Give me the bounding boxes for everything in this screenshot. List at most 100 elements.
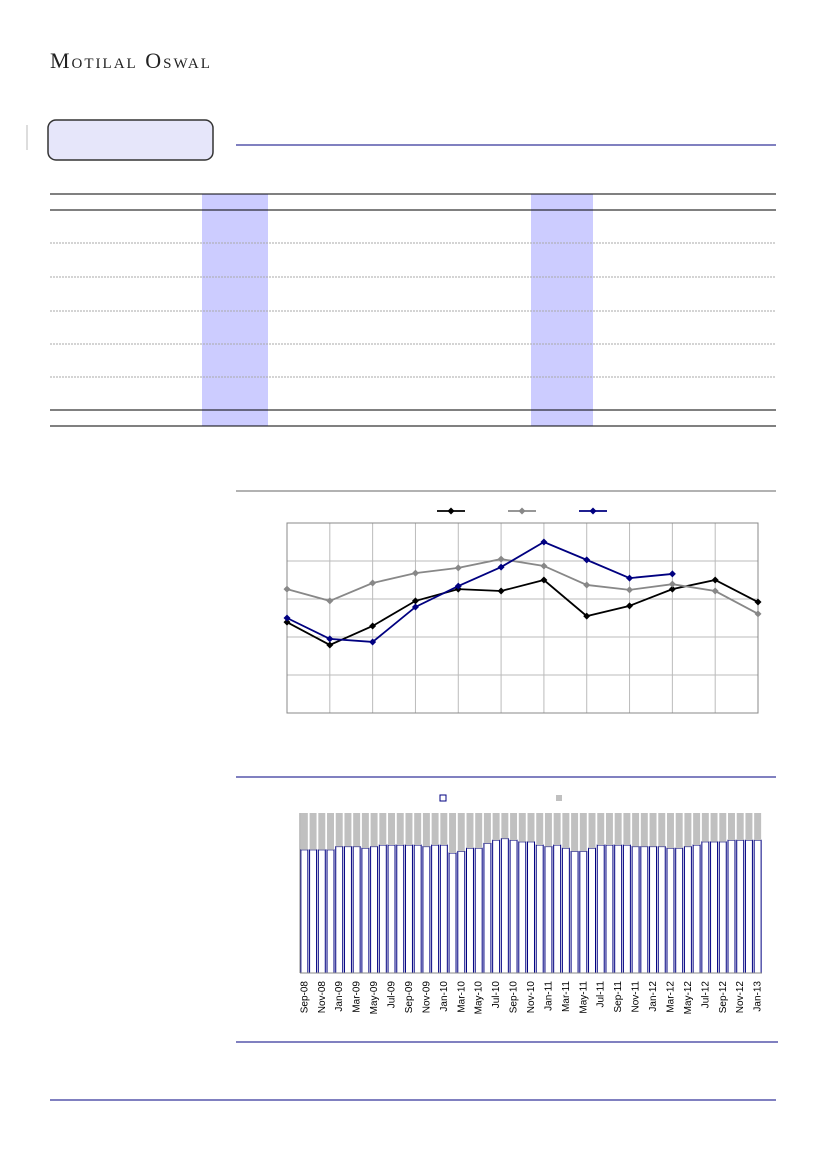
bar-segment — [353, 813, 361, 847]
bar-segment — [457, 850, 466, 974]
x-tick-label: May-09 — [369, 981, 380, 1015]
bar-segment — [544, 846, 553, 974]
bar-segment — [501, 813, 509, 839]
bar-segment — [692, 844, 701, 974]
point — [583, 581, 591, 589]
bar-segment — [510, 813, 518, 841]
bar-segment — [614, 813, 622, 845]
bar-segment — [483, 842, 492, 974]
bar-segment — [632, 813, 640, 847]
x-tick-label: Mar-10 — [456, 981, 467, 1013]
x-tick-label: Sep-10 — [509, 981, 520, 1014]
x-tick-label: Nov-11 — [631, 981, 642, 1013]
bar-segment — [675, 847, 684, 974]
bar-segment — [745, 813, 753, 841]
point — [583, 612, 591, 620]
x-tick-label: Jul-10 — [491, 981, 502, 1009]
point — [454, 582, 462, 590]
bar-segment — [754, 813, 762, 841]
x-tick-label: May-11 — [578, 981, 589, 1014]
bar-segment — [562, 813, 570, 849]
bar-segment — [535, 844, 544, 974]
bar-segment — [658, 813, 666, 847]
bar-segment — [449, 813, 457, 853]
bar-segment — [614, 844, 623, 974]
bar-segment — [536, 813, 544, 845]
bar-segment — [378, 844, 387, 974]
point — [411, 569, 419, 577]
bar-segment — [588, 813, 596, 849]
series-line — [286, 579, 759, 646]
bar-segment — [728, 813, 735, 841]
bar-segment — [439, 844, 448, 974]
bar-segment — [448, 852, 457, 974]
bar-segment — [527, 841, 535, 974]
bar-segment — [570, 850, 579, 974]
legend-marker — [556, 795, 562, 801]
bar-segment — [465, 847, 474, 974]
bar-segment — [500, 838, 509, 974]
bar-segment — [701, 813, 709, 842]
bar-segment — [605, 813, 613, 845]
point — [668, 570, 676, 578]
bar-segment — [518, 841, 527, 974]
point — [540, 562, 548, 570]
bar-segment — [335, 813, 343, 847]
bar-segment — [309, 849, 318, 974]
bar-segment — [414, 813, 422, 845]
bar-segment — [605, 844, 614, 974]
bar-segment — [370, 846, 379, 974]
x-tick-label: Jan-11 — [543, 981, 554, 1011]
series-line — [286, 540, 673, 643]
bar-segment — [405, 813, 413, 845]
bar-segment — [509, 839, 518, 974]
x-tick-label: Nov-10 — [526, 981, 537, 1014]
bar-segment — [309, 813, 317, 850]
x-tick-label: Sep-11 — [613, 981, 624, 1013]
bar-segment — [666, 847, 675, 974]
point — [626, 586, 634, 594]
bar-segment — [719, 813, 727, 842]
bar-segment — [675, 813, 683, 849]
bar-segment — [736, 813, 744, 841]
bar-segment — [631, 846, 640, 974]
point — [369, 622, 377, 630]
point — [497, 587, 505, 595]
bar-segment — [701, 841, 710, 974]
bar-segment — [457, 813, 465, 852]
bar-segment — [544, 813, 552, 847]
point — [454, 564, 462, 572]
x-tick-label: Jan-12 — [648, 981, 659, 1012]
point — [754, 598, 762, 606]
bar-segment — [352, 846, 361, 974]
point — [411, 603, 419, 611]
bar-segment — [343, 846, 352, 974]
x-tick-label: Nov-08 — [317, 981, 328, 1014]
highlight-column — [202, 194, 268, 426]
bar-segment — [422, 813, 430, 847]
bar-segment — [710, 841, 719, 974]
bar-segment — [335, 846, 344, 974]
bar-segment — [579, 813, 587, 852]
highlight-column — [531, 194, 593, 426]
point — [283, 618, 291, 626]
bar-segment — [527, 813, 535, 842]
bar-segment — [404, 844, 413, 974]
bar-segment — [361, 847, 370, 974]
point — [626, 574, 634, 582]
legend-marker — [518, 507, 526, 515]
x-tick-label: Jul-12 — [700, 981, 711, 1009]
bar-segment — [718, 841, 727, 974]
bar-segment — [317, 849, 326, 974]
x-tick-label: Sep-09 — [404, 981, 415, 1014]
point — [283, 585, 291, 593]
bar-segment — [684, 813, 692, 847]
point — [626, 602, 634, 610]
section-box — [47, 119, 214, 161]
bar-segment — [413, 844, 422, 974]
bar-segment — [300, 849, 309, 974]
bar-segment — [683, 846, 692, 974]
bar-segment — [753, 839, 762, 974]
bar-segment — [361, 813, 369, 849]
brand: Motilal Oswal — [50, 48, 212, 73]
